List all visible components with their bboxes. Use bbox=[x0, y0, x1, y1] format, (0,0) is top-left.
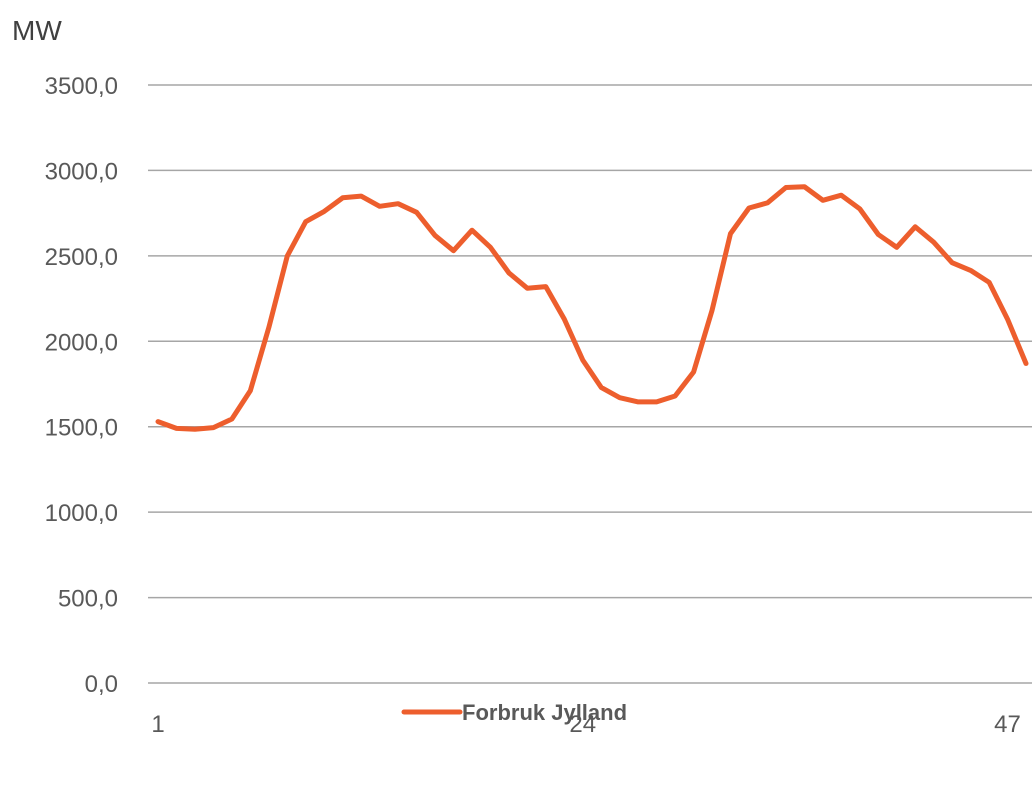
y-tick-label: 3500,0 bbox=[45, 73, 118, 100]
y-axis-ticks: 0,0 500,0 1000,0 1500,0 2000,0 2500,0 3000,0 35… bbox=[45, 73, 118, 698]
legend-label-forbruk-jylland: Forbruk Jylland bbox=[462, 700, 627, 725]
gridlines bbox=[148, 84, 1032, 684]
y-tick-label: 2500,0 bbox=[45, 244, 118, 271]
series-line-forbruk-jylland bbox=[155, 184, 1029, 432]
x-tick-label: 1 bbox=[151, 711, 164, 738]
y-tick-label: 1500,0 bbox=[45, 415, 118, 442]
x-tick-label: 24 bbox=[569, 711, 596, 738]
y-axis-unit-label: MW bbox=[12, 15, 62, 46]
series-lines bbox=[155, 184, 1029, 432]
y-tick-label: 2000,0 bbox=[45, 329, 118, 356]
x-tick-label: 47 bbox=[994, 711, 1021, 738]
x-axis-ticks: 1 24 47 bbox=[151, 711, 1021, 738]
legend: Forbruk Jylland bbox=[401, 700, 627, 725]
y-tick-label: 3000,0 bbox=[45, 158, 118, 185]
y-tick-label: 500,0 bbox=[58, 586, 118, 613]
y-tick-label: 1000,0 bbox=[45, 500, 118, 527]
y-tick-label: 0,0 bbox=[85, 671, 118, 698]
